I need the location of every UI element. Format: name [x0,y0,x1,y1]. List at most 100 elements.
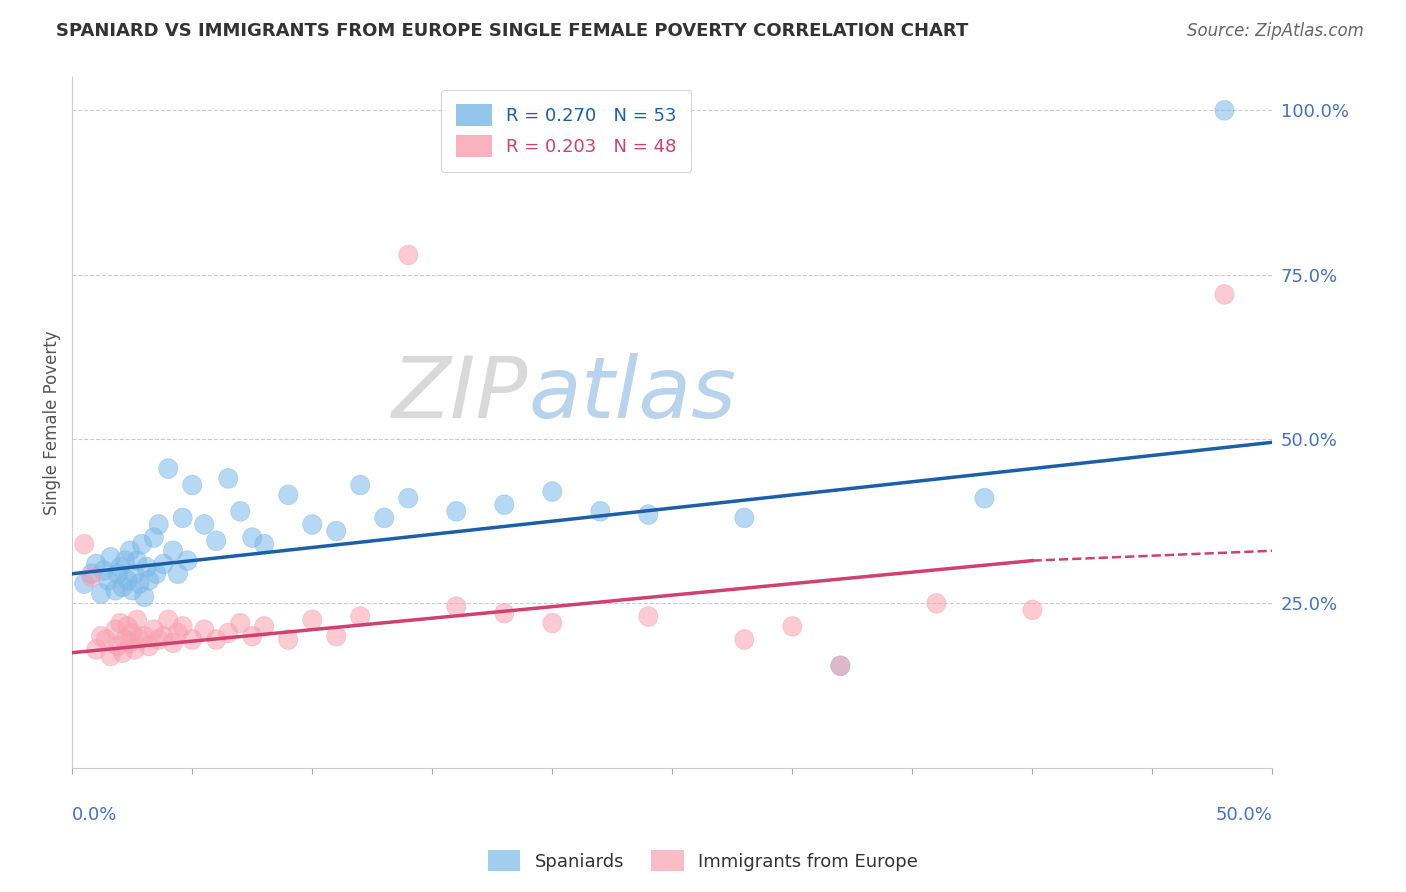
Ellipse shape [326,521,346,541]
Text: SPANIARD VS IMMIGRANTS FROM EUROPE SINGLE FEMALE POVERTY CORRELATION CHART: SPANIARD VS IMMIGRANTS FROM EUROPE SINGL… [56,22,969,40]
Ellipse shape [139,571,159,591]
Ellipse shape [974,488,994,508]
Ellipse shape [350,475,370,495]
Ellipse shape [153,626,173,646]
Ellipse shape [543,613,562,633]
Ellipse shape [149,630,169,649]
Ellipse shape [121,541,139,561]
Legend: R = 0.270   N = 53, R = 0.203   N = 48: R = 0.270 N = 53, R = 0.203 N = 48 [441,90,692,172]
Ellipse shape [173,616,193,636]
Ellipse shape [374,508,394,528]
Ellipse shape [177,550,197,571]
Ellipse shape [121,633,139,653]
Ellipse shape [543,482,562,501]
Ellipse shape [115,550,135,571]
Ellipse shape [136,558,156,577]
Ellipse shape [149,515,169,534]
Ellipse shape [591,501,610,521]
Ellipse shape [194,620,214,640]
Ellipse shape [326,626,346,646]
Ellipse shape [98,571,118,591]
Ellipse shape [145,620,163,640]
Ellipse shape [350,607,370,626]
Ellipse shape [1022,600,1042,620]
Ellipse shape [495,603,515,624]
Ellipse shape [118,571,136,591]
Ellipse shape [207,630,226,649]
Ellipse shape [207,531,226,550]
Ellipse shape [302,610,322,630]
Ellipse shape [447,597,465,616]
Ellipse shape [145,528,163,548]
Ellipse shape [783,616,801,636]
Ellipse shape [112,643,132,663]
Ellipse shape [111,613,129,633]
Ellipse shape [278,630,298,649]
Ellipse shape [105,581,125,600]
Ellipse shape [108,636,128,656]
Text: ZIP: ZIP [392,353,529,436]
Ellipse shape [82,567,101,587]
Ellipse shape [735,508,754,528]
Ellipse shape [254,616,274,636]
Ellipse shape [163,541,183,561]
Ellipse shape [96,630,115,649]
Ellipse shape [219,468,238,488]
Ellipse shape [399,488,418,508]
Ellipse shape [75,534,94,554]
Ellipse shape [159,458,177,478]
Ellipse shape [125,564,145,583]
Ellipse shape [128,610,146,630]
Ellipse shape [231,613,250,633]
Ellipse shape [399,245,418,265]
Ellipse shape [135,587,153,607]
Ellipse shape [139,636,159,656]
Ellipse shape [173,508,193,528]
Ellipse shape [87,554,105,574]
Ellipse shape [169,624,187,643]
Text: atlas: atlas [529,353,737,436]
Ellipse shape [87,640,105,659]
Ellipse shape [111,558,129,577]
Ellipse shape [101,646,121,665]
Ellipse shape [122,581,142,600]
Ellipse shape [1215,285,1234,304]
Ellipse shape [129,630,149,649]
Ellipse shape [125,640,145,659]
Text: Source: ZipAtlas.com: Source: ZipAtlas.com [1187,22,1364,40]
Ellipse shape [91,626,111,646]
Ellipse shape [112,577,132,597]
Ellipse shape [243,528,262,548]
Ellipse shape [219,624,238,643]
Ellipse shape [101,548,121,567]
Ellipse shape [135,626,153,646]
Ellipse shape [118,616,136,636]
Ellipse shape [129,574,149,593]
Ellipse shape [254,534,274,554]
Ellipse shape [831,656,851,675]
Ellipse shape [183,630,202,649]
Ellipse shape [105,620,125,640]
Ellipse shape [75,574,94,593]
Ellipse shape [447,501,465,521]
Ellipse shape [153,554,173,574]
Ellipse shape [94,561,112,581]
Ellipse shape [243,626,262,646]
Ellipse shape [115,630,135,649]
Ellipse shape [146,564,166,583]
Ellipse shape [183,475,202,495]
Ellipse shape [159,610,177,630]
Ellipse shape [638,607,658,626]
Ellipse shape [169,564,187,583]
Text: 50.0%: 50.0% [1216,805,1272,823]
Ellipse shape [927,593,946,613]
Ellipse shape [132,534,152,554]
Ellipse shape [495,495,515,515]
Ellipse shape [128,550,146,571]
Ellipse shape [231,501,250,521]
Ellipse shape [302,515,322,534]
Ellipse shape [735,630,754,649]
Ellipse shape [638,505,658,524]
Ellipse shape [194,515,214,534]
Ellipse shape [831,656,851,675]
